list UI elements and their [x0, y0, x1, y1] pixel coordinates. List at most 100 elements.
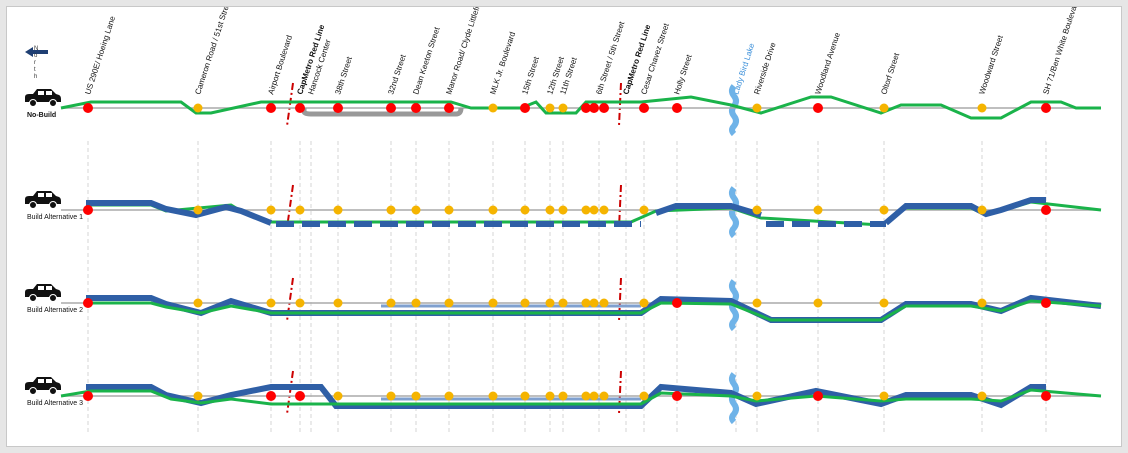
grade-separated-marker: [599, 298, 609, 308]
car-wheel: [29, 294, 37, 302]
signalized-intersection-marker: [444, 103, 454, 113]
car-icon: [25, 284, 61, 302]
signalized-intersection-marker: [589, 103, 599, 113]
grade-separated-marker: [558, 298, 568, 308]
signalized-intersection-marker: [83, 298, 93, 308]
grade-separated-marker: [193, 205, 203, 215]
corridor-diagram: US 290E/ Hoeing Lane Cameron Road / 51st …: [25, 7, 1102, 433]
grade-separated-marker: [639, 205, 649, 215]
grade-separated-marker: [813, 298, 823, 308]
grade-separated-marker: [752, 298, 762, 308]
grade-separated-marker: [488, 391, 498, 401]
car-wheel: [49, 387, 57, 395]
grade-separated-marker: [444, 205, 454, 215]
grade-separated-marker: [386, 205, 396, 215]
signalized-intersection-marker: [295, 103, 305, 113]
street-label: Oltorf Street: [879, 51, 901, 96]
river-crossing: [729, 372, 739, 425]
street-label: Airport Boulevard: [266, 34, 294, 96]
alt3-general-lanes: [60, 388, 1102, 406]
alt1-managed-lanes: [86, 200, 273, 226]
alternative-label: Build Alternative 1: [27, 214, 83, 221]
street-label: SH 71/Ben White Boulevard: [1041, 7, 1080, 96]
signalized-intersection-marker: [639, 103, 649, 113]
rail-crossing-line: [286, 82, 294, 127]
north-letter: r: [34, 60, 36, 66]
grade-separated-marker: [386, 391, 396, 401]
north-letter: h: [34, 74, 37, 80]
grade-separated-marker: [581, 298, 591, 308]
signalized-intersection-marker: [333, 103, 343, 113]
car-wheel: [29, 387, 37, 395]
signalized-intersection-marker: [83, 391, 93, 401]
street-label: US 290E/ Hoeing Lane: [83, 14, 117, 95]
grade-separated-marker: [545, 103, 555, 113]
signalized-intersection-marker: [266, 391, 276, 401]
street-label: 38th Street: [333, 55, 354, 96]
grade-separated-marker: [545, 391, 555, 401]
grade-separated-marker: [386, 298, 396, 308]
signalized-intersection-marker: [813, 391, 823, 401]
signalized-intersection-marker: [1041, 205, 1051, 215]
grade-separated-marker: [589, 391, 599, 401]
grade-separated-marker: [545, 298, 555, 308]
grade-separated-marker: [879, 298, 889, 308]
alternative-label: No-Build: [27, 112, 56, 119]
grade-separated-marker: [879, 205, 889, 215]
street-label: Cameron Road / 51st Street: [193, 7, 233, 96]
grade-separated-marker: [752, 205, 762, 215]
grade-separated-marker: [599, 391, 609, 401]
car-wheel: [49, 294, 57, 302]
car-window: [38, 91, 44, 95]
grade-separated-marker: [520, 298, 530, 308]
grade-separated-marker: [977, 103, 987, 113]
grade-separated-marker: [411, 391, 421, 401]
grade-separated-marker: [879, 391, 889, 401]
grade-separated-marker: [977, 391, 987, 401]
car-window: [46, 193, 52, 197]
street-label: Riverside Drive: [752, 41, 777, 96]
signalized-intersection-marker: [581, 103, 591, 113]
signalized-intersection-marker: [599, 103, 609, 113]
signalized-intersection-marker: [672, 103, 682, 113]
grade-separated-marker: [589, 298, 599, 308]
existing-depressed-section: [301, 107, 464, 117]
signalized-intersection-marker: [1041, 298, 1051, 308]
car-window: [38, 379, 44, 383]
car-window: [46, 91, 52, 95]
alt1-managed-lanes-far-south: [884, 197, 1046, 226]
signalized-intersection-marker: [1041, 391, 1051, 401]
alt2-general-lanes: [86, 299, 1102, 322]
grade-separated-marker: [558, 391, 568, 401]
signalized-intersection-marker: [295, 391, 305, 401]
grade-separated-marker: [581, 391, 591, 401]
rail-crossing-line: [618, 82, 622, 127]
signalized-intersection-marker: [520, 103, 530, 113]
grade-separated-marker: [813, 205, 823, 215]
signalized-intersection-marker: [672, 391, 682, 401]
diagram-panel: US 290E/ Hoeing Lane Cameron Road / 51st …: [6, 6, 1122, 447]
grade-separated-marker: [333, 391, 343, 401]
grade-separated-marker: [599, 205, 609, 215]
grade-separated-marker: [193, 391, 203, 401]
grade-separated-marker: [977, 298, 987, 308]
grade-separated-marker: [193, 298, 203, 308]
street-label: 15th Street: [520, 55, 541, 96]
grade-separated-marker: [581, 205, 591, 215]
street-gridlines: [87, 141, 1047, 433]
north-letter: t: [34, 67, 36, 73]
north-letter: o: [34, 53, 38, 59]
car-icon: [25, 191, 61, 209]
grade-separated-marker: [266, 298, 276, 308]
signalized-intersection-marker: [83, 103, 93, 113]
street-label: Holly Street: [672, 53, 694, 96]
lane-lines: [60, 95, 1102, 409]
rail-crossings: [286, 82, 622, 415]
river-crossing: [729, 84, 739, 137]
grade-separated-marker: [488, 205, 498, 215]
grade-separated-marker: [488, 103, 498, 113]
grade-separated-marker: [488, 298, 498, 308]
street-label: Woodland Avenue: [813, 31, 842, 96]
alt1-managed-lanes-south: [655, 203, 762, 218]
